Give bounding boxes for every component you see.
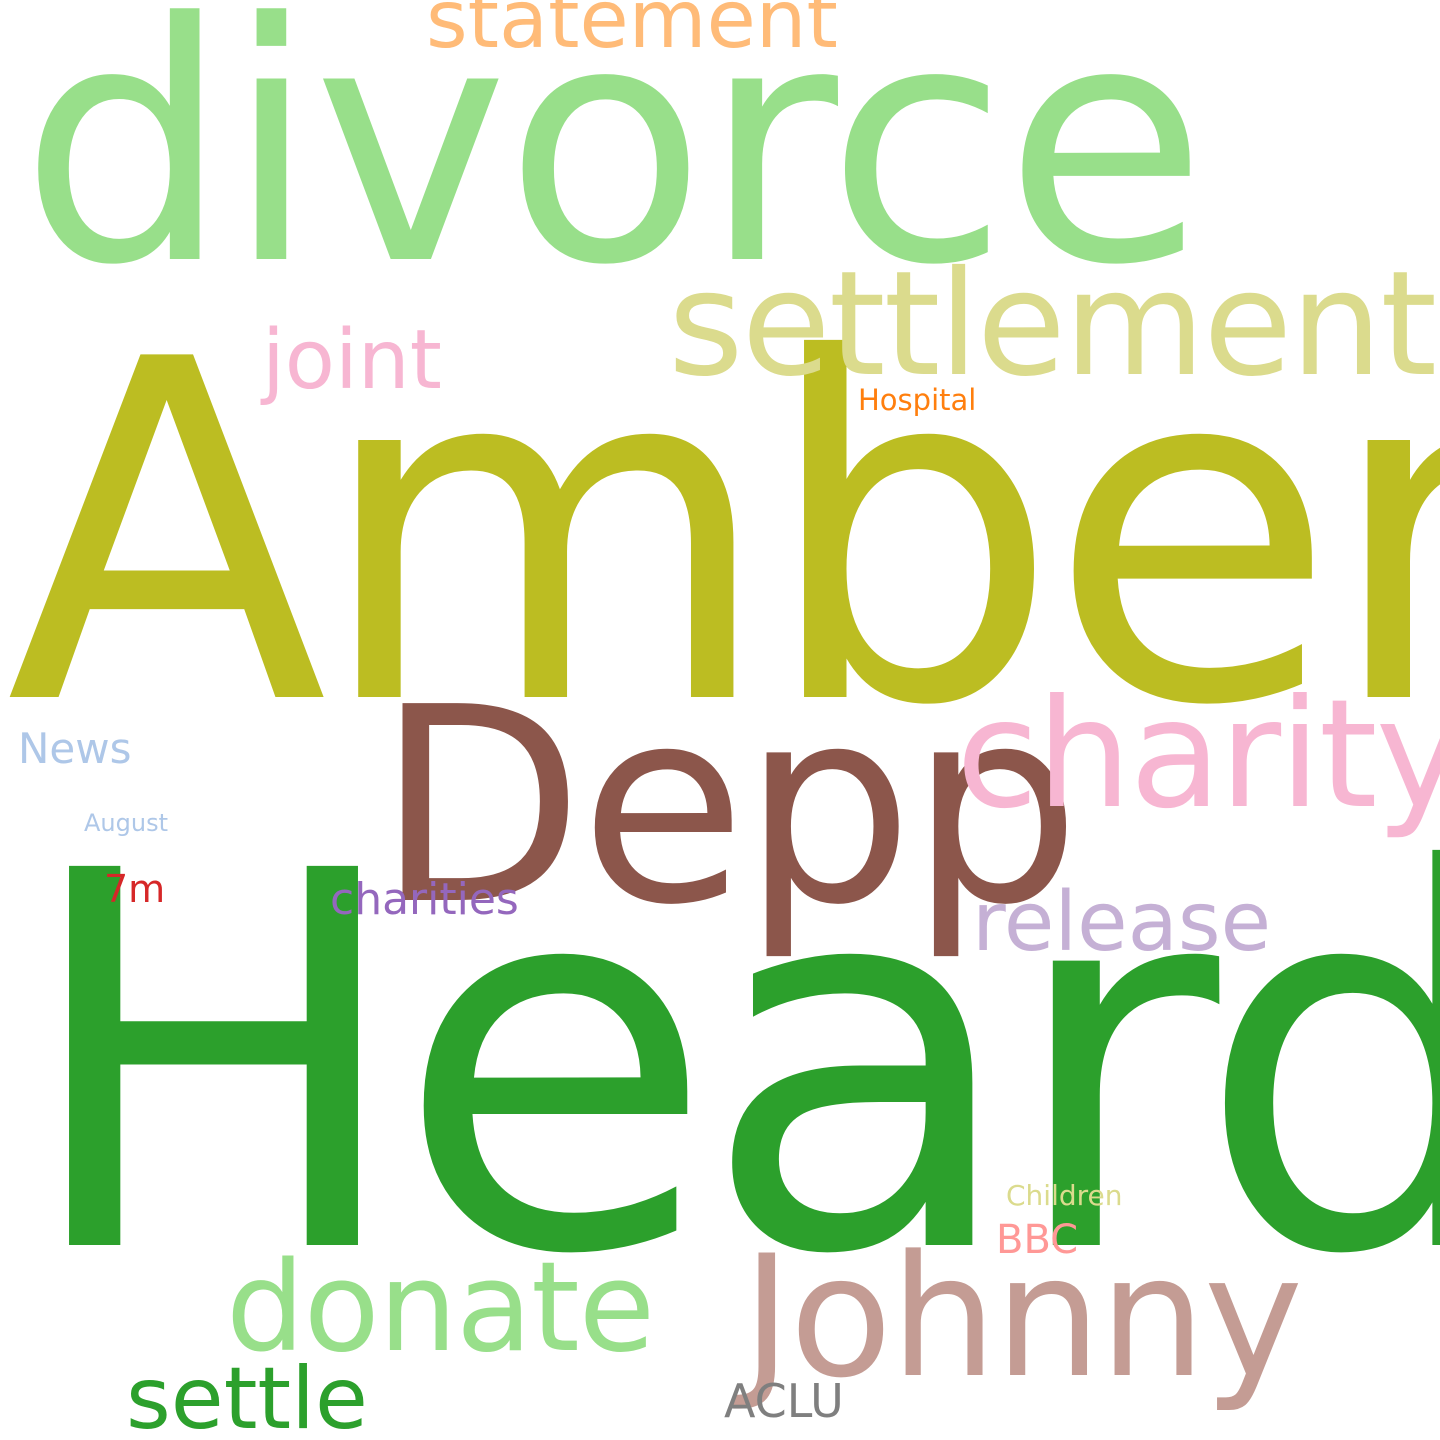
word-children: Children	[1006, 1179, 1123, 1212]
word-heard: Heard	[18, 762, 1440, 1368]
word-release: release	[972, 875, 1272, 970]
word-settle: settle	[126, 1349, 368, 1440]
word-depp: Depp	[376, 649, 1081, 964]
word-statement: statement	[426, 0, 838, 66]
word-settlement: settlement	[668, 240, 1437, 409]
word-amber: Amber	[6, 261, 1440, 808]
word-charity: charity	[956, 668, 1440, 842]
word-bbc: BBC	[996, 1217, 1079, 1263]
word-hospital: Hospital	[858, 383, 977, 417]
word-7m: 7m	[104, 867, 166, 911]
word-charities: charities	[330, 874, 519, 925]
word-aclu: ACLU	[724, 1374, 844, 1428]
word-joint: joint	[262, 313, 442, 408]
word-donate: donate	[226, 1236, 655, 1380]
word-news: News	[18, 724, 132, 773]
word-divorce: divorce	[20, 0, 1207, 337]
word-august: August	[84, 809, 168, 837]
word-johnny: Johnny	[742, 1219, 1303, 1415]
